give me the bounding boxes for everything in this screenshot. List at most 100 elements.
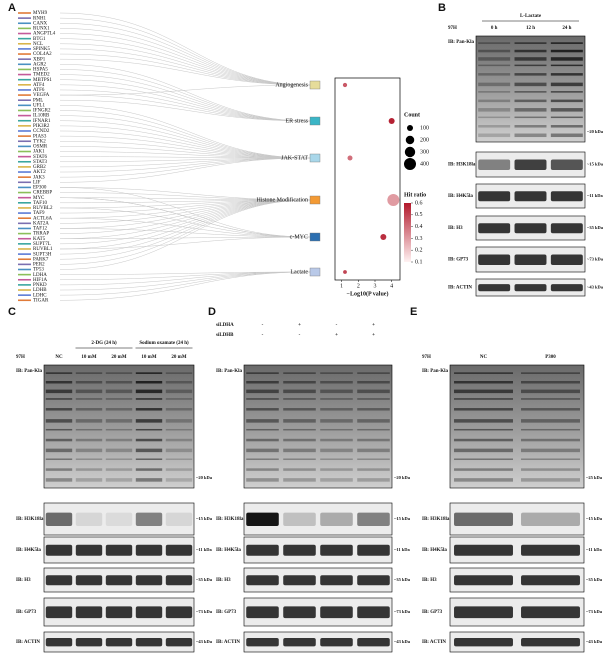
blot-band [320, 638, 353, 647]
blot-band [357, 428, 390, 431]
blot-band [357, 419, 390, 423]
blot-band [105, 478, 133, 482]
pathway-label: Angiogenesis [275, 82, 308, 88]
blot-band [283, 428, 316, 431]
blot-band [75, 448, 103, 453]
blot-band [320, 372, 353, 374]
group-label: Sodium oxamate (24 h) [139, 341, 189, 346]
blot-band [357, 372, 390, 374]
x-tick-label: 2 [357, 283, 360, 289]
blot-band [75, 380, 103, 384]
blot-band [75, 606, 103, 619]
blot-band [75, 544, 103, 556]
marker-label: ~20 kDa [394, 475, 411, 480]
blot-band [521, 380, 580, 384]
blot-band [521, 372, 580, 374]
antibody-label: IB: H3K18la [16, 517, 44, 522]
gene-label: SUPT3H [33, 252, 52, 257]
gene-label: RUNX1 [33, 27, 50, 32]
blot-band [165, 458, 193, 460]
blot-band [454, 398, 513, 400]
gene-link [59, 217, 311, 238]
blot-band [550, 159, 583, 170]
gene-label: TYK2 [33, 139, 46, 144]
blot-band [320, 428, 353, 431]
blot-band [45, 398, 73, 400]
blot-band [357, 478, 390, 482]
gene-label: NCL [33, 42, 43, 47]
blot-band [478, 133, 511, 138]
antibody-label: IB: GP73 [16, 610, 37, 615]
gene-link [59, 271, 311, 286]
blot-band [165, 380, 193, 384]
gene-label: IL10RB [33, 114, 50, 119]
blot-band [75, 468, 103, 471]
blot-band [357, 544, 390, 556]
gene-link [59, 84, 311, 122]
blot-band [320, 398, 353, 400]
gene-label: MYH9 [33, 11, 48, 16]
gene-link [59, 236, 311, 250]
blot-band [283, 638, 316, 647]
gene-label: PNKD [33, 283, 47, 288]
gene-link [59, 197, 311, 238]
blot-frame [475, 35, 586, 143]
x-tick-label: 3 [374, 283, 377, 289]
bubble [343, 270, 347, 274]
gene-label: PML [33, 98, 43, 103]
gene-label: LDHA [33, 273, 47, 278]
gene-link [59, 199, 311, 224]
gene-label: IFNGR2 [33, 109, 51, 114]
marker-label: ~73 kDa [196, 609, 213, 614]
blot-band [283, 408, 316, 411]
blot-band [357, 398, 390, 400]
panel-label: E [410, 306, 417, 318]
blot-band [521, 544, 580, 556]
gene-label: TMED2 [33, 73, 50, 78]
blot-band [320, 419, 353, 423]
blot-band [454, 544, 513, 556]
marker-label: ~20 kDa [196, 475, 213, 480]
blot-band [165, 419, 193, 423]
marker-label: ~35 kDa [587, 225, 604, 230]
blot-band [454, 448, 513, 453]
blot-band [550, 57, 583, 61]
blot-band [283, 389, 316, 394]
blot-band [135, 448, 163, 453]
blot-band [550, 133, 583, 138]
blot-band [514, 64, 547, 67]
bubble [342, 82, 348, 88]
blot-band [521, 478, 580, 482]
lane-label: 10 mM [81, 355, 96, 360]
gene-label: ATF4 [33, 83, 45, 88]
blot-band [550, 223, 583, 234]
pathway-label: JAK-STAT [281, 155, 308, 161]
blot-band [478, 116, 511, 119]
gene-label: STAT3 [33, 160, 48, 165]
blot-band [75, 408, 103, 411]
blot-band [320, 448, 353, 453]
marker-label: ~73 kDa [394, 609, 411, 614]
blot-band [45, 512, 73, 527]
colorbar-label: 0.4 [415, 224, 423, 230]
blot-band [165, 575, 193, 586]
blot-band [454, 606, 513, 619]
gene-label: JAK1 [33, 150, 45, 155]
antibody-label: IB: H3K18la [448, 163, 476, 168]
size-legend-mark [407, 125, 413, 131]
colorbar-label: 0.3 [415, 236, 423, 242]
blot-band [320, 544, 353, 556]
marker-label: ~11 kDa [587, 193, 603, 198]
blot-band [135, 408, 163, 411]
blot-band [478, 64, 511, 67]
lane-label: 20 mM [171, 355, 186, 360]
gene-label: RUVBL2 [33, 206, 53, 211]
gene-label: KAT5 [33, 237, 46, 242]
gene-label: SPINK5 [33, 47, 50, 52]
blot-band [45, 380, 73, 384]
x-axis-label: −Log10(P value) [347, 290, 389, 297]
gene-label: RNH1 [33, 16, 47, 21]
marker-label: ~43 kDa [586, 639, 603, 644]
bubble [387, 194, 400, 206]
antibody-label: IB: H3K18la [216, 517, 244, 522]
